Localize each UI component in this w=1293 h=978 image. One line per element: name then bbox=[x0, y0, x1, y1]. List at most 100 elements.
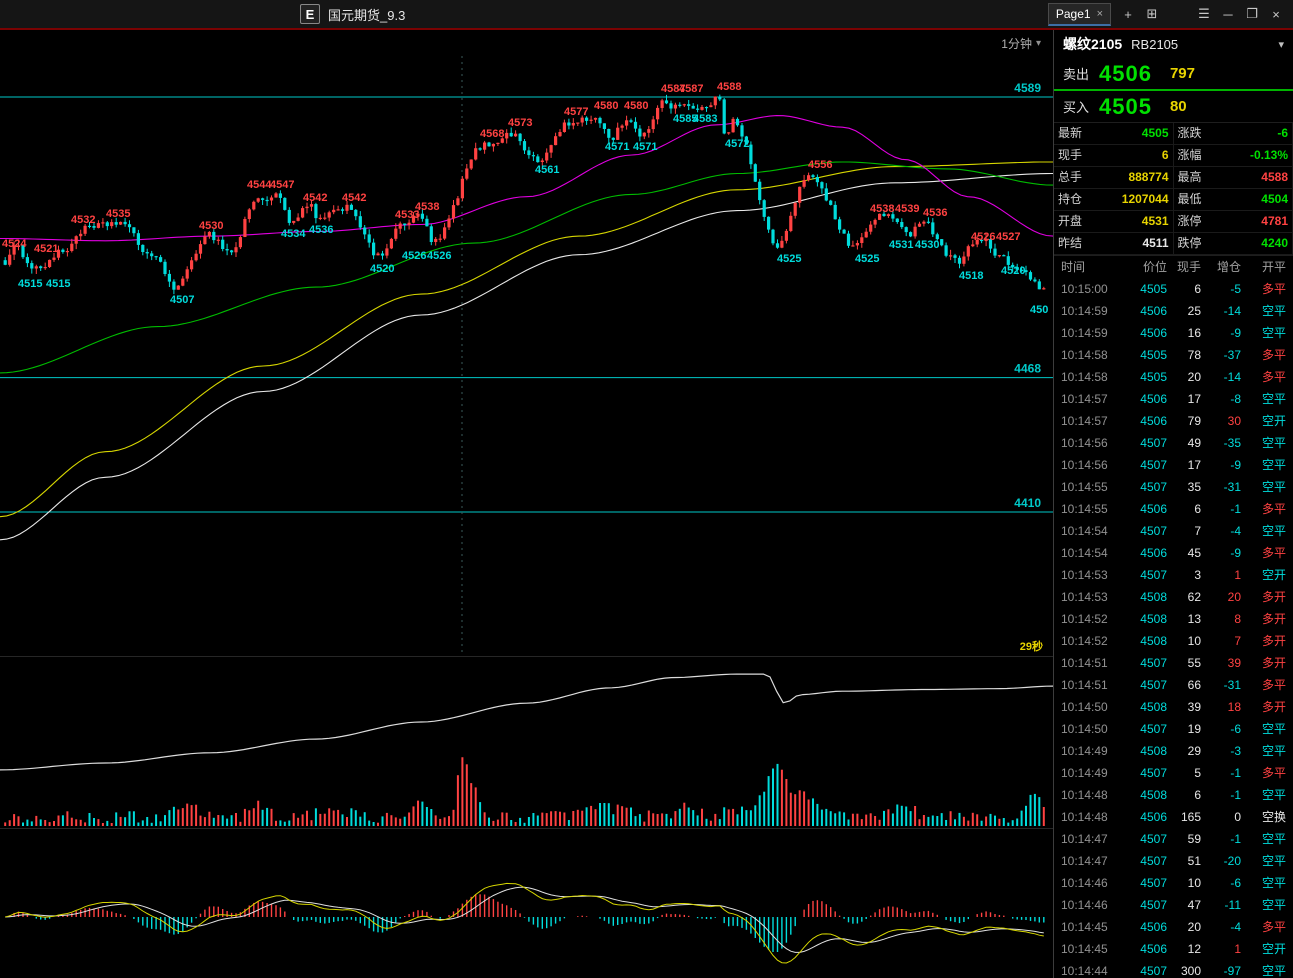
trade-row: 10:14:53 4508 62 20 多开 bbox=[1061, 590, 1286, 604]
trade-row: 10:14:51 4507 55 39 多开 bbox=[1061, 656, 1286, 670]
trade-row: 10:14:55 4506 6 -1 多平 bbox=[1061, 502, 1286, 516]
svg-text:4536: 4536 bbox=[923, 207, 947, 219]
volume-canvas[interactable] bbox=[0, 657, 1053, 828]
svg-text:4530: 4530 bbox=[199, 220, 223, 232]
trade-row: 10:14:50 4507 19 -6 空平 bbox=[1061, 722, 1286, 736]
svg-text:4532: 4532 bbox=[71, 214, 95, 226]
trade-row: 10:14:57 4506 17 -8 空平 bbox=[1061, 392, 1286, 406]
svg-text:4410: 4410 bbox=[1014, 496, 1041, 510]
svg-text:4468: 4468 bbox=[1014, 362, 1041, 376]
trade-row: 10:14:44 4507 300 -97 空平 bbox=[1061, 964, 1286, 978]
stat-label: 开盘 bbox=[1054, 211, 1096, 233]
trade-row: 10:14:58 4505 20 -14 多平 bbox=[1061, 370, 1286, 384]
trade-row: 10:14:49 4507 5 -1 多平 bbox=[1061, 766, 1286, 780]
bid-price: 4505 bbox=[1099, 93, 1152, 119]
trade-row: 10:14:47 4507 51 -20 空平 bbox=[1061, 854, 1286, 868]
svg-text:4526: 4526 bbox=[427, 250, 451, 262]
svg-text:4526: 4526 bbox=[402, 250, 426, 262]
stat-label: 最新 bbox=[1054, 123, 1096, 145]
volume-panel[interactable] bbox=[0, 656, 1053, 828]
stat-value: 888774 bbox=[1096, 167, 1174, 189]
svg-text:4520: 4520 bbox=[370, 263, 394, 275]
trade-row: 10:14:56 4507 49 -35 空平 bbox=[1061, 436, 1286, 450]
svg-text:4571: 4571 bbox=[633, 141, 657, 153]
tab-close-icon[interactable]: × bbox=[1096, 7, 1103, 20]
timeframe-selector[interactable]: 1分钟 ▾ bbox=[1001, 35, 1041, 52]
svg-text:4521: 4521 bbox=[34, 243, 58, 255]
quote-panel: 螺纹2105 RB2105 ▾ 卖出 4506 797 买入 4505 80 最… bbox=[1053, 30, 1293, 978]
chevron-down-icon: ▾ bbox=[1035, 37, 1041, 49]
trade-col-header: 现手 bbox=[1176, 260, 1201, 274]
trade-row: 10:14:54 4506 45 -9 多平 bbox=[1061, 546, 1286, 560]
svg-text:4573: 4573 bbox=[508, 117, 532, 129]
stat-label: 涨停 bbox=[1173, 211, 1216, 233]
candlestick-canvas[interactable]: 4589 4468 4410 4524 4521 4515 4515 4532 4535 4507… bbox=[0, 56, 1053, 656]
ask-price: 4506 bbox=[1099, 60, 1152, 86]
app-logo-icon: E bbox=[300, 4, 320, 24]
trade-row: 10:14:52 4508 13 8 多开 bbox=[1061, 612, 1286, 626]
stat-label: 跌停 bbox=[1173, 233, 1216, 255]
instrument-name: 螺纹2105 bbox=[1063, 36, 1123, 52]
trade-list[interactable]: 10:15:00 4505 6 -5 多平 10:14:59 4506 25 -14 空平 10:1… bbox=[1054, 278, 1293, 978]
page-tab[interactable]: Page1 × bbox=[1047, 2, 1111, 26]
add-page-button[interactable]: + bbox=[1124, 6, 1132, 22]
stat-label: 昨结 bbox=[1054, 233, 1096, 255]
svg-text:4526: 4526 bbox=[971, 231, 995, 243]
trade-col-header: 时间 bbox=[1061, 260, 1086, 274]
svg-text:4588: 4588 bbox=[717, 81, 741, 93]
trade-row: 10:14:56 4507 17 -9 空平 bbox=[1061, 458, 1286, 472]
stat-value: 4531 bbox=[1096, 211, 1174, 233]
chart-column: 1分钟 ▾ 4589 4468 4410 4524 4521 4515 4515 4532 45… bbox=[0, 30, 1053, 978]
trade-row: 10:14:55 4507 35 -31 空平 bbox=[1061, 480, 1286, 494]
stat-value: 4240 bbox=[1215, 233, 1293, 255]
titlebar-accent-line bbox=[0, 28, 1293, 30]
trade-row: 10:14:47 4507 59 -1 空平 bbox=[1061, 832, 1286, 846]
trade-list-header: 时间 价位 现手 增仓 开平 bbox=[1054, 255, 1293, 278]
svg-text:4561: 4561 bbox=[535, 164, 559, 176]
svg-text:4580: 4580 bbox=[624, 100, 648, 112]
stat-value: -0.13% bbox=[1215, 145, 1293, 167]
layout-grid-button[interactable]: ⊞ bbox=[1146, 6, 1158, 21]
chart-toolbar: 1分钟 ▾ bbox=[0, 30, 1053, 56]
trade-row: 10:14:48 4506 165 0 空换 bbox=[1061, 810, 1286, 824]
trade-row: 10:14:48 4508 6 -1 空平 bbox=[1061, 788, 1286, 802]
svg-text:4524: 4524 bbox=[2, 238, 27, 250]
candlestick-chart[interactable]: 4589 4468 4410 4524 4521 4515 4515 4532 4535 4507… bbox=[0, 56, 1053, 656]
stat-value: 4504 bbox=[1215, 189, 1293, 211]
svg-text:4580: 4580 bbox=[594, 100, 618, 112]
stat-label: 涨跌 bbox=[1173, 123, 1216, 145]
chevron-down-icon[interactable]: ▾ bbox=[1278, 38, 1284, 51]
ask-label: 卖出 bbox=[1063, 67, 1090, 82]
stat-value: 6 bbox=[1096, 145, 1174, 167]
macd-panel[interactable] bbox=[0, 828, 1053, 978]
svg-text:4589: 4589 bbox=[1014, 81, 1041, 95]
instrument-row[interactable]: 螺纹2105 RB2105 ▾ bbox=[1054, 30, 1293, 58]
macd-canvas[interactable] bbox=[0, 829, 1053, 978]
svg-text:4587: 4587 bbox=[661, 83, 685, 95]
stat-label: 涨幅 bbox=[1173, 145, 1216, 167]
svg-text:4518: 4518 bbox=[959, 270, 983, 282]
trade-row: 10:14:46 4507 47 -11 空平 bbox=[1061, 898, 1286, 912]
trade-row: 10:14:45 4506 12 1 空开 bbox=[1061, 942, 1286, 956]
app-title-group: E 国元期货_9.3 bbox=[300, 0, 405, 28]
svg-text:4572: 4572 bbox=[725, 138, 749, 150]
svg-text:4538: 4538 bbox=[415, 201, 439, 213]
stat-label: 持仓 bbox=[1054, 189, 1096, 211]
trade-row: 10:14:58 4505 78 -37 多平 bbox=[1061, 348, 1286, 362]
trade-row: 10:14:45 4506 20 -4 多平 bbox=[1061, 920, 1286, 934]
svg-text:4539: 4539 bbox=[895, 203, 919, 215]
ask-volume: 797 bbox=[1169, 65, 1195, 82]
minimize-button[interactable]: ─ bbox=[1223, 6, 1233, 22]
close-button[interactable]: × bbox=[1272, 6, 1280, 22]
trade-row: 10:14:51 4507 66 -31 多平 bbox=[1061, 678, 1286, 692]
maximize-button[interactable]: ❐ bbox=[1246, 6, 1258, 21]
menu-button[interactable]: ☰ bbox=[1198, 6, 1210, 21]
stat-label: 最低 bbox=[1173, 189, 1216, 211]
page-tab-label: Page1 bbox=[1055, 6, 1091, 21]
svg-text:4585: 4585 bbox=[673, 113, 697, 125]
stat-value: 1207044 bbox=[1096, 189, 1174, 211]
trade-row: 10:15:00 4505 6 -5 多平 bbox=[1061, 282, 1286, 296]
bid-volume: 80 bbox=[1169, 98, 1187, 115]
trade-row: 10:14:59 4506 16 -9 空平 bbox=[1061, 326, 1286, 340]
